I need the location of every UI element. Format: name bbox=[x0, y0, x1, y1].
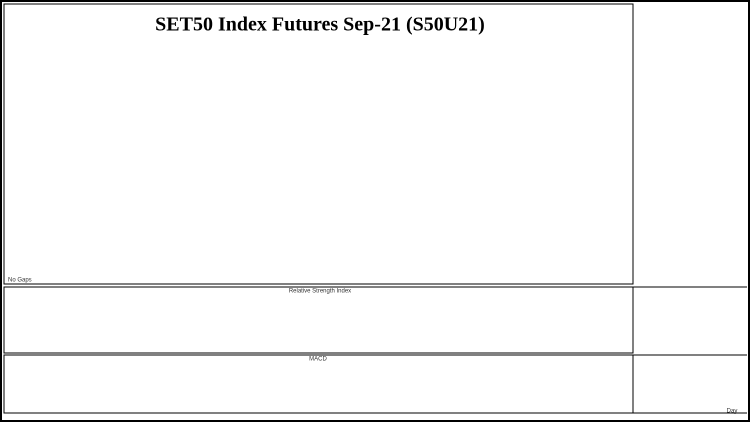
macd-title: MACD bbox=[309, 357, 327, 363]
rsi-panel bbox=[3, 286, 634, 354]
rsi-title: Relative Strength Index bbox=[289, 289, 351, 295]
chart-title: SET50 Index Futures Sep-21 (S50U21) bbox=[155, 14, 485, 36]
note: No Gaps bbox=[8, 278, 32, 284]
price-panel bbox=[3, 3, 634, 285]
x-unit: Day bbox=[727, 409, 738, 415]
